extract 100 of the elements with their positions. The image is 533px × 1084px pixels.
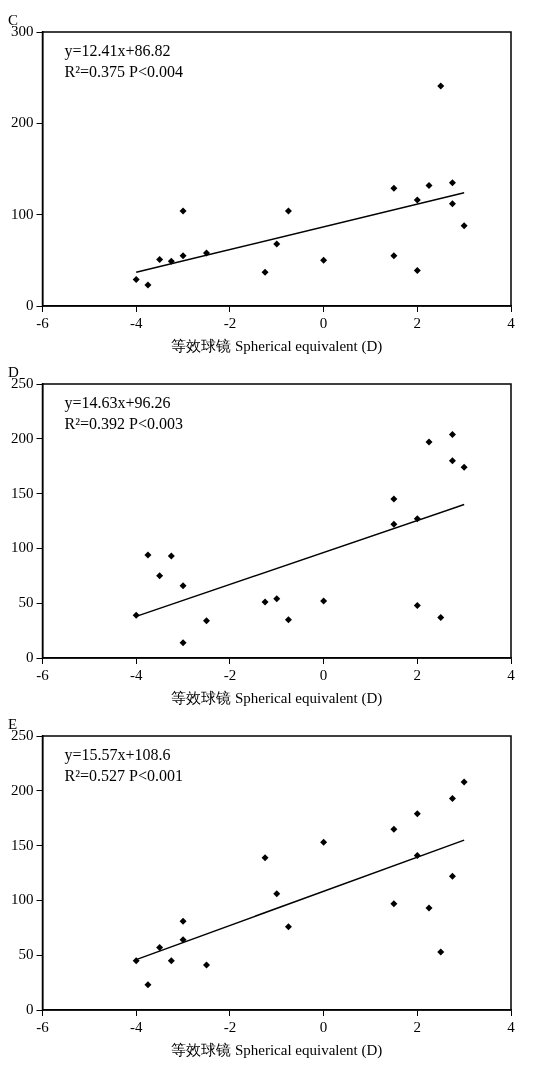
point bbox=[156, 255, 164, 263]
point bbox=[179, 917, 187, 925]
annotation: R²=0.375 P<0.004 bbox=[64, 63, 183, 81]
x-tick-label: -4 bbox=[129, 1018, 143, 1035]
y-tick-label: 100 bbox=[11, 205, 34, 222]
point bbox=[144, 551, 152, 559]
x-tick-label: -4 bbox=[129, 666, 143, 683]
point bbox=[320, 256, 328, 264]
point bbox=[390, 252, 398, 260]
point bbox=[179, 639, 187, 647]
point bbox=[460, 222, 468, 230]
y-tick-label: 200 bbox=[11, 429, 34, 446]
point bbox=[284, 616, 292, 624]
point bbox=[320, 597, 328, 605]
point bbox=[425, 904, 433, 912]
point bbox=[284, 207, 292, 215]
y-tick-label: 250 bbox=[11, 726, 34, 743]
point bbox=[179, 936, 187, 944]
point bbox=[156, 944, 164, 952]
point bbox=[167, 257, 175, 265]
x-tick-label: 0 bbox=[319, 666, 328, 683]
y-tick-label: 50 bbox=[18, 946, 34, 963]
point bbox=[132, 957, 140, 965]
point bbox=[167, 552, 175, 560]
point bbox=[413, 196, 421, 204]
x-axis-title: 等效球镜 Spherical equivalent (D) bbox=[171, 1041, 383, 1059]
point bbox=[273, 595, 281, 603]
y-tick-label: 150 bbox=[11, 836, 34, 853]
annotation: R²=0.392 P<0.003 bbox=[64, 415, 183, 433]
point bbox=[390, 184, 398, 192]
point bbox=[390, 520, 398, 528]
point bbox=[202, 617, 210, 625]
y-tick-label: 100 bbox=[11, 891, 34, 908]
point bbox=[437, 82, 445, 90]
x-tick-label: -2 bbox=[223, 666, 237, 683]
point bbox=[261, 268, 269, 276]
y-tick-label: 0 bbox=[26, 648, 34, 665]
point bbox=[437, 613, 445, 621]
point bbox=[425, 181, 433, 189]
y-tick-label: 0 bbox=[26, 296, 34, 313]
point bbox=[179, 252, 187, 260]
x-tick-label: 2 bbox=[413, 1018, 422, 1035]
point bbox=[284, 923, 292, 931]
annotation: R²=0.527 P<0.001 bbox=[64, 767, 183, 785]
point bbox=[202, 249, 210, 257]
x-tick-label: 4 bbox=[507, 1018, 516, 1035]
x-tick-label: -2 bbox=[223, 1018, 237, 1035]
point bbox=[448, 430, 456, 438]
point bbox=[448, 457, 456, 465]
point bbox=[179, 582, 187, 590]
y-tick-label: 200 bbox=[11, 781, 34, 798]
x-tick-label: 0 bbox=[319, 314, 328, 331]
point bbox=[448, 179, 456, 187]
x-tick-label: -2 bbox=[223, 314, 237, 331]
point bbox=[413, 810, 421, 818]
point bbox=[390, 825, 398, 833]
x-tick-label: -4 bbox=[129, 314, 143, 331]
point bbox=[425, 438, 433, 446]
y-tick-label: 200 bbox=[11, 114, 34, 131]
y-tick-label: 0 bbox=[26, 1000, 34, 1017]
x-tick-label: -6 bbox=[36, 314, 50, 331]
x-tick-label: 2 bbox=[413, 314, 422, 331]
point bbox=[273, 890, 281, 898]
point bbox=[390, 495, 398, 503]
point bbox=[413, 601, 421, 609]
annotation: y=12.41x+86.82 bbox=[64, 42, 171, 61]
point bbox=[202, 961, 210, 969]
point bbox=[132, 611, 140, 619]
x-tick-label: 2 bbox=[413, 666, 422, 683]
point bbox=[261, 598, 269, 606]
x-tick-label: -6 bbox=[36, 1018, 50, 1035]
point bbox=[390, 900, 398, 908]
x-tick-label: 4 bbox=[507, 666, 516, 683]
point bbox=[167, 957, 175, 965]
point bbox=[460, 778, 468, 786]
annotation: y=15.57x+108.6 bbox=[64, 746, 171, 765]
point bbox=[448, 200, 456, 208]
x-tick-label: 0 bbox=[319, 1018, 328, 1035]
point bbox=[320, 838, 328, 846]
point bbox=[448, 794, 456, 802]
point bbox=[448, 872, 456, 880]
y-tick-label: 150 bbox=[11, 484, 34, 501]
point bbox=[273, 240, 281, 248]
x-tick-label: -6 bbox=[36, 666, 50, 683]
point bbox=[261, 854, 269, 862]
x-tick-label: 4 bbox=[507, 314, 516, 331]
point bbox=[437, 948, 445, 956]
point bbox=[413, 851, 421, 859]
x-axis-title: 等效球镜 Spherical equivalent (D) bbox=[171, 689, 383, 707]
point bbox=[179, 207, 187, 215]
point bbox=[156, 572, 164, 580]
point bbox=[144, 281, 152, 289]
annotation: y=14.63x+96.26 bbox=[64, 394, 171, 413]
point bbox=[460, 463, 468, 471]
point bbox=[413, 266, 421, 274]
point bbox=[144, 981, 152, 989]
point bbox=[132, 276, 140, 284]
x-axis-title: 等效球镜 Spherical equivalent (D) bbox=[171, 337, 383, 355]
y-tick-label: 100 bbox=[11, 539, 34, 556]
y-tick-label: 50 bbox=[18, 594, 34, 611]
